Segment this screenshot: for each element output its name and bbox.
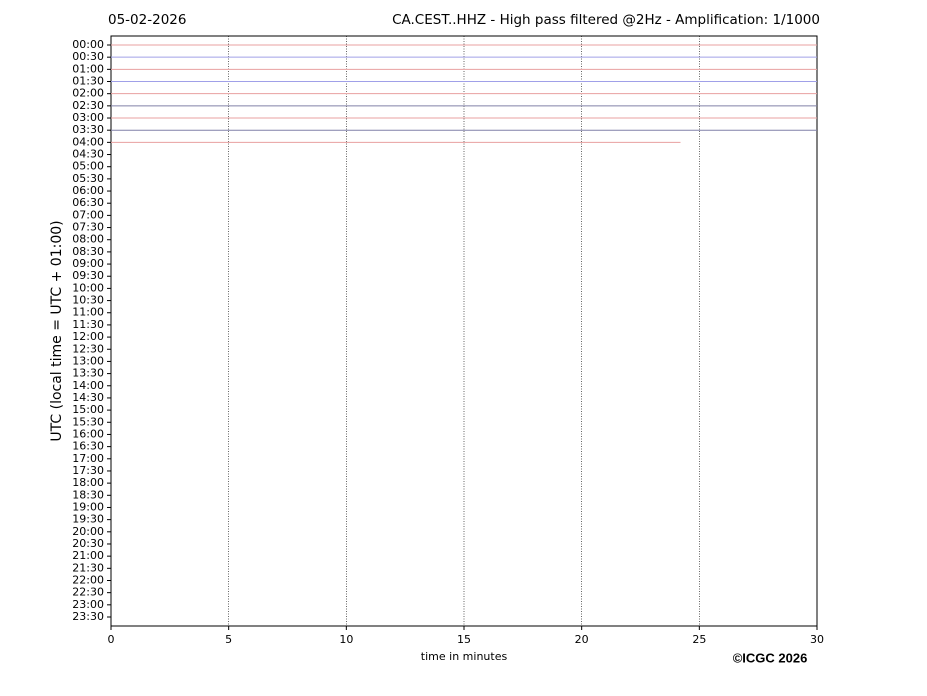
y-tick-label: 21:30: [72, 561, 104, 574]
y-tick-label: 08:00: [72, 233, 104, 246]
y-tick-label: 07:00: [72, 208, 104, 221]
y-tick-label: 22:30: [72, 586, 104, 599]
y-tick-label: 00:00: [72, 38, 104, 51]
x-tick-label: 10: [339, 633, 353, 646]
x-tick-label: 0: [108, 633, 115, 646]
y-tick-label: 23:00: [72, 598, 104, 611]
y-tick-label: 16:00: [72, 427, 104, 440]
y-tick-label: 03:30: [72, 123, 104, 136]
y-tick-label: 00:30: [72, 50, 104, 63]
x-tick-label: 25: [692, 633, 706, 646]
y-tick-label: 10:00: [72, 281, 104, 294]
y-tick-label: 20:00: [72, 525, 104, 538]
y-tick-label: 02:00: [72, 87, 104, 100]
y-tick-label: 14:30: [72, 391, 104, 404]
y-tick-label: 16:30: [72, 440, 104, 453]
y-tick-label: 19:00: [72, 500, 104, 513]
x-tick-label: 30: [810, 633, 824, 646]
y-tick-label: 21:00: [72, 549, 104, 562]
y-tick-label: 07:30: [72, 221, 104, 234]
y-tick-label: 01:30: [72, 75, 104, 88]
y-tick-label: 08:30: [72, 245, 104, 258]
y-tick-label: 15:30: [72, 415, 104, 428]
y-tick-label: 03:00: [72, 111, 104, 124]
y-tick-label: 02:30: [72, 99, 104, 112]
y-tick-label: 01:00: [72, 62, 104, 75]
y-axis-label: UTC (local time = UTC + 01:00): [49, 220, 65, 441]
y-tick-label: 06:00: [72, 184, 104, 197]
y-tick-label: 17:00: [72, 452, 104, 465]
y-tick-label: 04:00: [72, 135, 104, 148]
copyright: ©ICGC 2026: [733, 650, 808, 665]
y-tick-label: 13:00: [72, 354, 104, 367]
x-tick-label: 15: [457, 633, 471, 646]
x-tick-label: 20: [575, 633, 589, 646]
y-tick-label: 18:00: [72, 476, 104, 489]
y-tick-label: 19:30: [72, 513, 104, 526]
y-tick-label: 11:30: [72, 318, 104, 331]
x-tick-label: 5: [225, 633, 232, 646]
date: 05-02-2026: [108, 12, 186, 28]
y-tick-label: 05:30: [72, 172, 104, 185]
y-tick-label: 22:00: [72, 573, 104, 586]
chart-title: CA.CEST..HHZ - High pass filtered @2Hz -…: [392, 12, 820, 28]
y-tick-label: 12:00: [72, 330, 104, 343]
y-tick-label: 13:30: [72, 367, 104, 380]
y-tick-label: 06:30: [72, 196, 104, 209]
y-tick-label: 12:30: [72, 342, 104, 355]
y-tick-label: 09:00: [72, 257, 104, 270]
y-tick-label: 18:30: [72, 488, 104, 501]
y-tick-label: 14:00: [72, 379, 104, 392]
x-axis-label: time in minutes: [421, 650, 508, 663]
y-tick-label: 04:30: [72, 148, 104, 161]
y-tick-label: 10:30: [72, 294, 104, 307]
y-tick-label: 17:30: [72, 464, 104, 477]
y-tick-label: 23:30: [72, 610, 104, 623]
y-tick-label: 09:30: [72, 269, 104, 282]
y-tick-label: 11:00: [72, 306, 104, 319]
y-tick-label: 15:00: [72, 403, 104, 416]
y-tick-label: 05:00: [72, 160, 104, 173]
y-tick-label: 20:30: [72, 537, 104, 550]
